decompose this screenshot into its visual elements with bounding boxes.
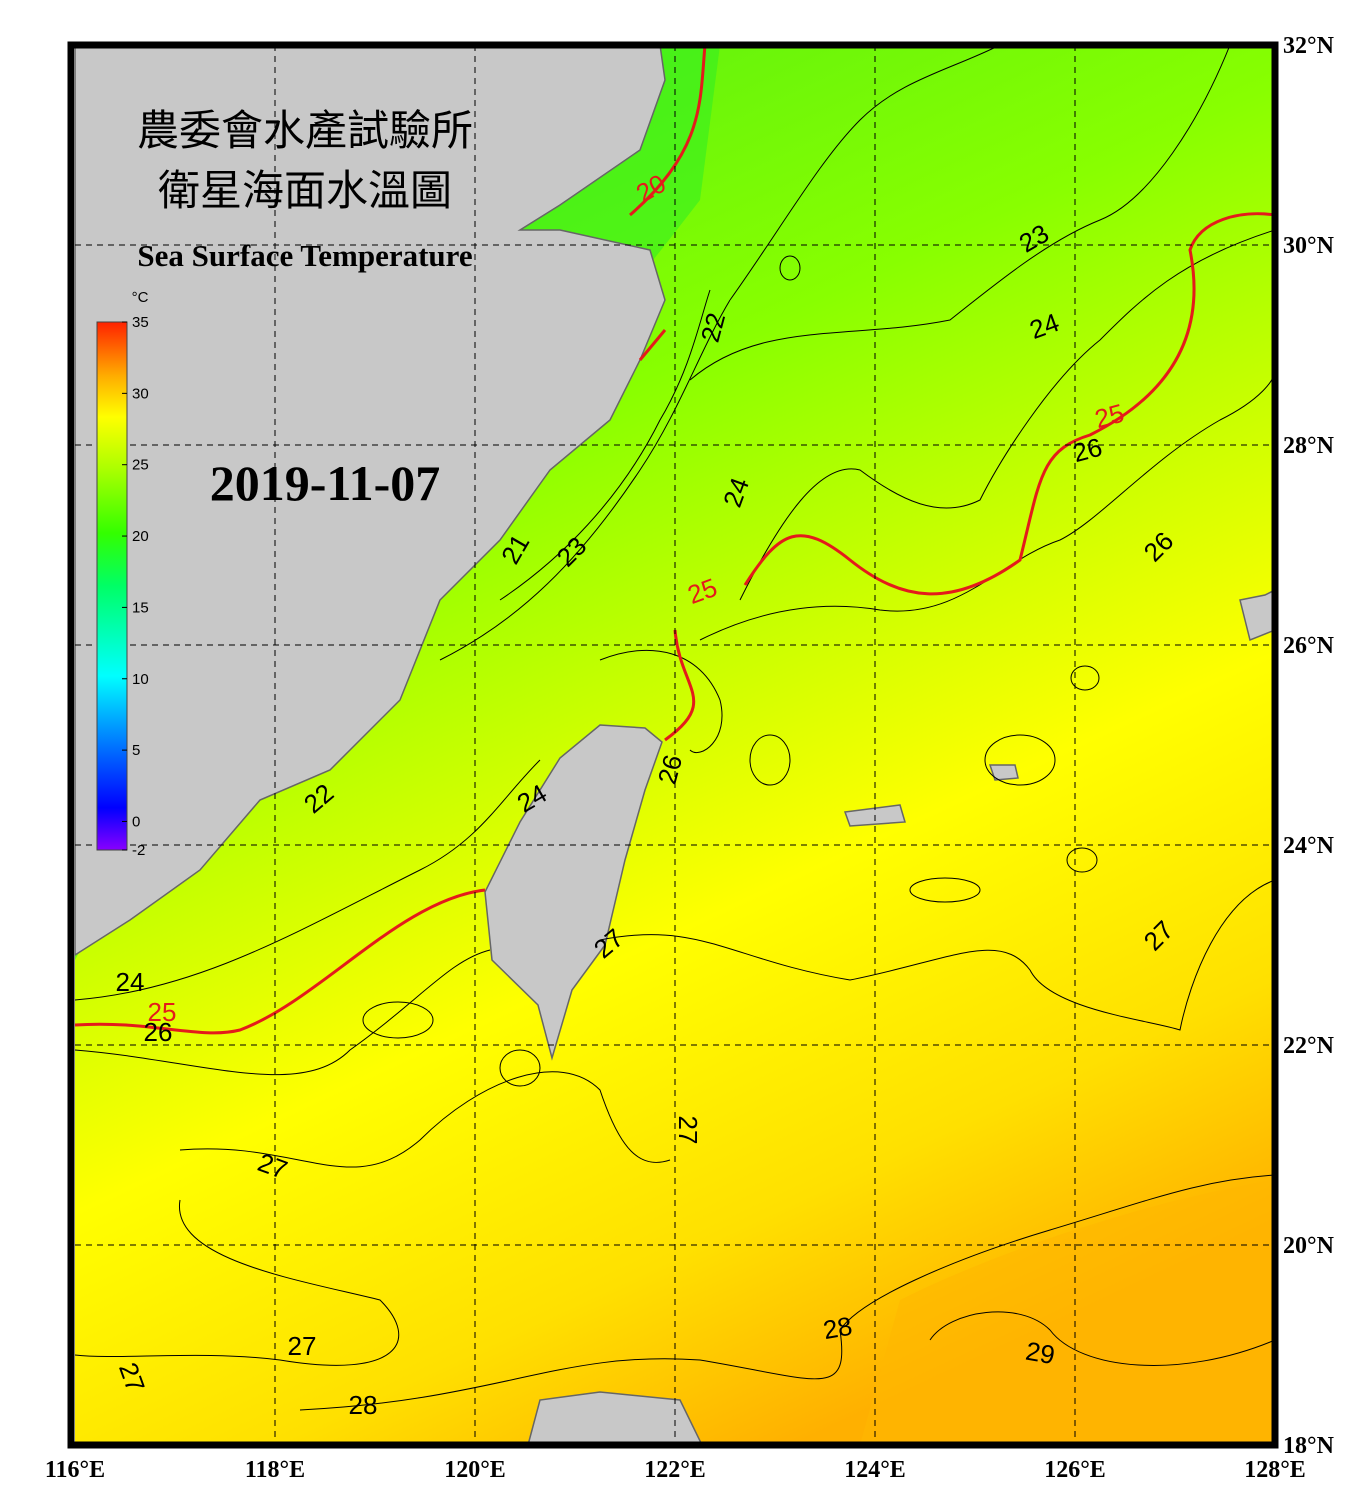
colorbar-tick-label: 5 [132,742,140,759]
colorbar-tick-label: 35 [132,314,149,331]
colorbar-tick-label: 10 [132,671,149,688]
warm-patch [860,1180,1275,1445]
x-tick-label: 120°E [444,1457,506,1483]
y-tick-label: 18°N [1283,1433,1335,1459]
x-tick-label: 116°E [45,1457,105,1483]
isotherm-highlight [75,45,1275,1035]
x-tick-label: 122°E [644,1457,706,1483]
y-tick-label: 24°N [1283,833,1335,859]
colorbar-unit: °C [132,289,149,306]
contour-label: 27 [673,1116,703,1145]
colorbar-tick-label: -2 [132,842,145,859]
colorbar-ticks: -2 0 5 10 15 20 25 30 35 [122,314,149,859]
contour-label: 29 [1024,1336,1058,1371]
y-tick-label: 22°N [1283,1033,1335,1059]
colorbar-tick-label: 25 [132,457,149,474]
x-tick-label: 126°E [1044,1457,1106,1483]
colorbar-tick-label: 15 [132,599,149,616]
colorbar-tick-label: 20 [132,528,149,545]
contour-label: 24 [116,967,145,997]
colorbar [96,321,128,851]
land [75,45,1275,1445]
x-tick-label: 128°E [1244,1457,1306,1483]
y-tick-label: 26°N [1283,633,1335,659]
y-tick-label: 32°N [1283,33,1335,59]
title-en: Sea Surface Temperature [137,238,472,273]
axes-labels: 116°E 118°E 120°E 122°E 124°E 126°E 128°E18°N 2… [45,33,1335,1483]
map-frame [67,41,1279,1449]
contour-label: 28 [349,1390,378,1420]
date: 2019-11-07 [210,455,441,511]
contour-label: 28 [821,1311,855,1346]
title-zh: 衛星海面水溫圖 [158,169,452,215]
isotherms [75,45,1275,1411]
y-tick-label: 20°N [1283,1233,1335,1259]
y-tick-label: 28°N [1283,433,1335,459]
y-tick-label: 30°N [1283,233,1335,259]
contour-label: 25 [148,997,177,1027]
colorbar-tick-label: 0 [132,813,140,830]
graticule [75,45,1275,1445]
x-tick-label: 118°E [245,1457,305,1483]
x-tick-label: 124°E [844,1457,906,1483]
title-zh: 農委會水產試驗所 [137,108,473,155]
contour-label: 27 [288,1331,317,1361]
colorbar-tick-label: 30 [132,385,149,402]
contour-label: 26 [144,1017,173,1047]
